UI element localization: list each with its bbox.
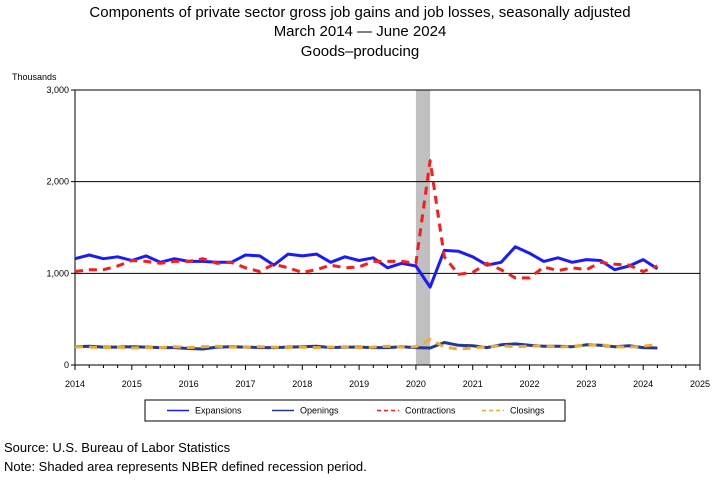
x-tick-label: 2017 [235,379,255,389]
chart-subtitle-period: March 2014 — June 2024 [273,23,447,40]
legend-label-closings: Closings [510,406,545,416]
legend-label-openings: Openings [300,406,339,416]
x-tick-label: 2018 [292,379,312,389]
chart-title: Components of private sector gross job g… [89,4,631,21]
y-tick-label: 3,000 [46,85,69,95]
series-line-expansions [74,245,659,289]
series-line-openings [74,341,658,351]
x-tick-label: 2020 [406,379,426,389]
x-tick-label: 2014 [65,379,85,389]
recession-note: Note: Shaded area represents NBER define… [4,459,367,474]
x-tick-label: 2021 [463,379,483,389]
chart-subtitle-sector: Goods–producing [300,43,420,60]
series-line-contractions [74,159,658,280]
x-tick-label: 2015 [122,379,142,389]
x-tick-label: 2024 [633,379,653,389]
y-tick-label: 2,000 [46,177,69,187]
plot-frame [74,89,701,366]
y-axis-label: Thousands [12,72,57,82]
source-note: Source: U.S. Bureau of Labor Statistics [4,440,231,455]
recession-band [415,90,431,365]
y-tick-label: 1,000 [46,268,69,278]
x-tick-label: 2019 [349,379,369,389]
x-tick-label: 2025 [690,379,710,389]
y-tick-label: 0 [64,360,69,370]
legend-label-contractions: Contractions [405,406,456,416]
x-tick-label: 2022 [520,379,540,389]
x-tick-label: 2016 [179,379,199,389]
legend-label-expansions: Expansions [195,406,242,416]
x-tick-label: 2023 [576,379,596,389]
legend-box [144,399,566,422]
